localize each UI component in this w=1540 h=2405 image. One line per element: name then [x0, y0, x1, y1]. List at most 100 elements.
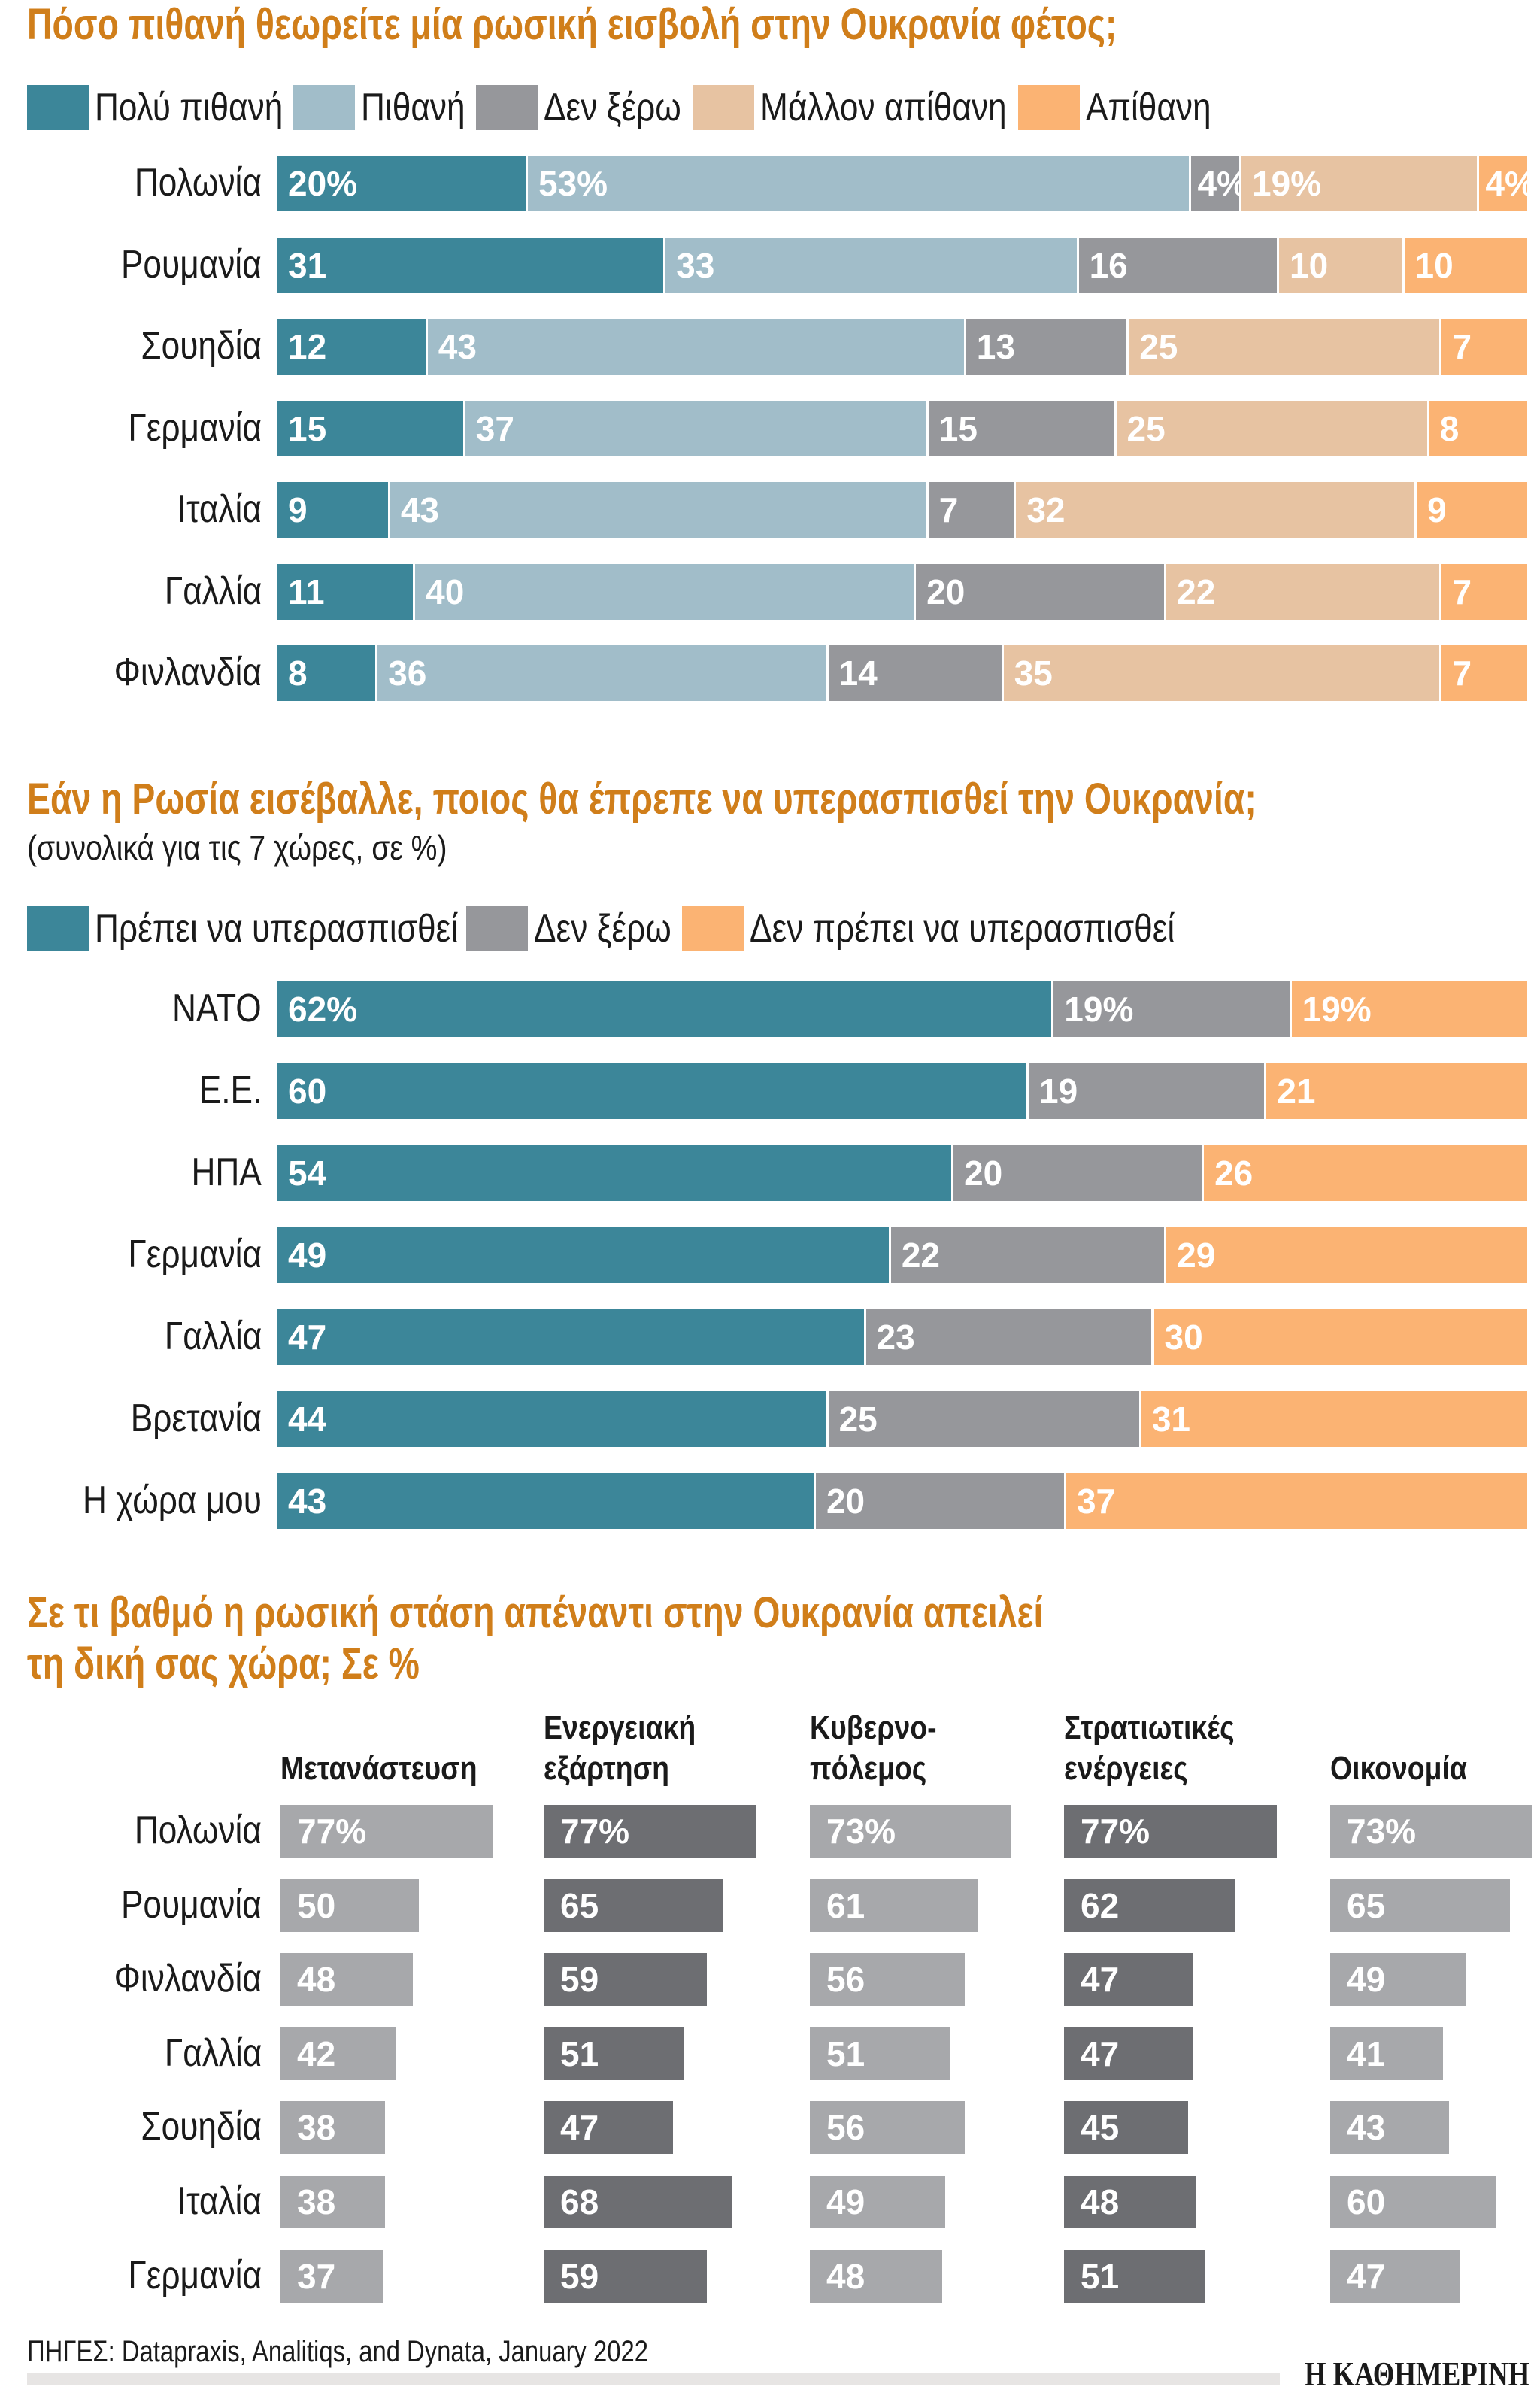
chart2-subtitle: (συνολικά για τις 7 χώρες, σε %): [27, 828, 447, 867]
bar: 65: [544, 1879, 723, 1932]
bar-segment: 43: [390, 482, 929, 538]
chart1-title: Πόσο πιθανή θεωρείτε μία ρωσική εισβολή …: [27, 0, 1117, 49]
bar: 45: [1064, 2101, 1189, 2155]
legend-swatch: [466, 906, 529, 951]
bar-segment: 20: [815, 1473, 1066, 1529]
bar-segment: 15: [928, 400, 1117, 456]
row-label: Βρετανία: [130, 1397, 262, 1440]
row-label: Ιταλία: [177, 487, 262, 531]
bar-segment: 25: [828, 1391, 1141, 1447]
bar-segment: 54: [277, 1145, 954, 1201]
column-header: Κυβερνο-: [810, 1709, 937, 1746]
row-label: Πολωνία: [134, 1809, 262, 1852]
chart2-title: Εάν η Ρωσία εισέβαλλε, ποιος θα έπρεπε ν…: [27, 775, 1257, 823]
bar-segment: 13: [966, 319, 1129, 375]
legend-label: Πολύ πιθανή: [95, 86, 283, 129]
column-header: ενέργειες: [1064, 1750, 1188, 1787]
bar-segment: 7: [928, 482, 1017, 538]
bar-segment: 31: [1141, 1391, 1529, 1447]
legend-item: Δεν πρέπει να υπερασπισθεί: [682, 906, 1175, 951]
bar: 38: [280, 2101, 386, 2155]
bar: 65: [1330, 1879, 1510, 1932]
bar-segment: 37: [465, 400, 929, 456]
bar: 60: [1330, 2176, 1496, 2228]
bar: 77%: [544, 1805, 756, 1858]
bar-segment: 43: [427, 319, 966, 375]
bar-segment: 43: [277, 1473, 816, 1529]
bar-segment: 26: [1204, 1145, 1529, 1201]
bar-segment: 4%: [1479, 156, 1529, 211]
bar: 41: [1330, 2027, 1444, 2080]
bar: 37: [280, 2249, 383, 2303]
legend-item: Πρέπει να υπερασπισθεί: [27, 906, 459, 951]
bar: 47: [544, 2101, 674, 2155]
legend-label: Πρέπει να υπερασπισθεί: [95, 907, 459, 951]
bar-segment: 32: [1016, 482, 1417, 538]
legend-swatch: [476, 85, 538, 130]
bar: 47: [1064, 1953, 1194, 2006]
row-label: Γερμανία: [128, 2253, 262, 2297]
bar: 38: [280, 2176, 386, 2228]
bar: 56: [810, 1953, 965, 2006]
row-label: Φινλανδία: [114, 651, 262, 694]
bar-segment: 25: [1129, 319, 1442, 375]
bar-segment: 10: [1279, 237, 1405, 293]
legend-item: Μάλλον απίθανη: [692, 85, 1008, 130]
column-header: πόλεμος: [810, 1750, 927, 1787]
bar-segment: 31: [277, 237, 666, 293]
chart2-legend: Πρέπει να υπερασπισθεί Δεν ξέρω Δεν πρέπει…: [27, 905, 1182, 952]
row-label: Σουηδία: [141, 2105, 262, 2149]
legend-item: Απίθανη: [1017, 85, 1212, 130]
row-label: Ρουμανία: [121, 242, 262, 287]
row-label: Η χώρα μου: [83, 1478, 262, 1522]
bar: 49: [810, 2176, 945, 2228]
bar-segment: 19: [1029, 1063, 1267, 1119]
bar: 56: [810, 2101, 965, 2155]
bar: 48: [810, 2249, 943, 2303]
row-label: Γαλλία: [164, 569, 262, 613]
bar: 49: [1330, 1953, 1466, 2006]
bar-segment: 29: [1166, 1227, 1529, 1283]
kathimerini-logo: Η ΚΑΘΗΜΕΡΙΝΗ: [1304, 2355, 1529, 2393]
bar-segment: 25: [1116, 400, 1429, 456]
bar-segment: 20: [916, 563, 1167, 620]
bar-segment: 35: [1003, 645, 1442, 701]
bar: 59: [544, 2249, 707, 2303]
footer-bar: [27, 2373, 1280, 2385]
column-header: Μετανάστευση: [280, 1750, 477, 1787]
bar-segment: 60: [277, 1063, 1029, 1119]
bar: 47: [1330, 2249, 1460, 2303]
legend-swatch: [1017, 85, 1080, 130]
bar: 51: [810, 2027, 951, 2080]
bar-segment: 30: [1153, 1309, 1529, 1365]
bar-segment: 33: [665, 237, 1079, 293]
bar-segment: 21: [1266, 1063, 1529, 1119]
bar-segment: 8: [1429, 400, 1529, 456]
row-label: Γαλλία: [164, 1315, 262, 1358]
legend-swatch: [27, 85, 89, 130]
row-label: Πολωνία: [134, 161, 262, 205]
bar: 77%: [1064, 1805, 1277, 1858]
bar-segment: 8: [277, 645, 378, 701]
legend-label: Δεν ξέρω: [544, 86, 682, 129]
bar: 51: [1064, 2249, 1205, 2303]
bar-segment: 44: [277, 1391, 829, 1447]
bar: 77%: [280, 1805, 493, 1858]
bar: 48: [1064, 2176, 1197, 2228]
row-label: Γερμανία: [128, 405, 262, 450]
bar-segment: 7: [1441, 563, 1529, 620]
bar-segment: 10: [1404, 237, 1529, 293]
bar-segment: 14: [828, 645, 1004, 701]
bar-segment: 49: [277, 1227, 891, 1283]
bar: 73%: [810, 1805, 1011, 1858]
bar-segment: 7: [1441, 319, 1529, 375]
bar-segment: 4%: [1191, 156, 1242, 211]
bar: 50: [280, 1879, 419, 1932]
legend-label: Δεν πρέπει να υπερασπισθεί: [750, 907, 1175, 951]
source-note: ΠΗΓΕΣ: Dataprаxis, Analitiqs, and Dynata…: [27, 2335, 648, 2368]
bar-segment: 23: [865, 1309, 1154, 1365]
legend-label: Δεν ξέρω: [534, 907, 672, 951]
bar-segment: 20%: [277, 156, 528, 211]
bar-segment: 36: [377, 645, 829, 701]
bar-segment: 40: [415, 563, 917, 620]
